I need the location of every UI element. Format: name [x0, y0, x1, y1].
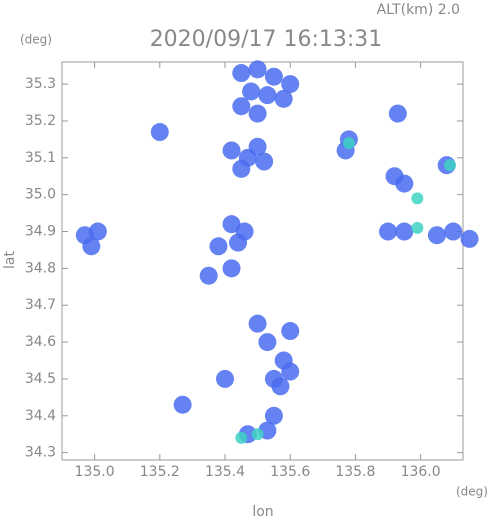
- radar-echo: [274, 89, 293, 108]
- radar-echo: [232, 97, 251, 116]
- y-unit: (deg): [20, 33, 52, 47]
- radar-echo: [216, 369, 235, 388]
- radar-echo: [443, 159, 456, 172]
- y-tick-label: 34.4: [25, 408, 56, 424]
- radar-echo: [88, 222, 107, 241]
- radar-echo: [281, 75, 300, 94]
- x-unit: (deg): [456, 485, 488, 499]
- x-tick-label: 135.0: [75, 464, 115, 480]
- radar-echo: [222, 259, 241, 278]
- radar-echo: [248, 137, 267, 156]
- radar-echo: [150, 123, 169, 142]
- radar-echo: [379, 222, 398, 241]
- radar-echo: [411, 221, 424, 234]
- radar-echo: [199, 266, 218, 285]
- y-tick-label: 35.1: [25, 150, 56, 166]
- radar-echo: [264, 67, 283, 86]
- x-tick-label: 135.8: [335, 464, 375, 480]
- x-tick-label: 135.2: [140, 464, 180, 480]
- radar-echo: [258, 86, 277, 105]
- radar-echo: [281, 322, 300, 341]
- y-tick-label: 34.9: [25, 224, 56, 240]
- y-tick-label: 35.0: [25, 187, 56, 203]
- radar-echo: [460, 229, 479, 248]
- radar-echo: [232, 64, 251, 83]
- y-axis-label: lat: [2, 251, 18, 269]
- radar-echo: [395, 222, 414, 241]
- radar-echo: [411, 192, 424, 205]
- radar-echo: [251, 428, 264, 441]
- radar-echo: [222, 215, 241, 234]
- radar-echo: [173, 395, 192, 414]
- radar-echo: [248, 314, 267, 333]
- y-tick-label: 34.7: [25, 297, 56, 313]
- chart-title: 2020/09/17 16:13:31: [150, 27, 383, 52]
- x-tick-label: 135.6: [270, 464, 310, 480]
- y-tick-label: 35.2: [25, 113, 56, 129]
- y-tick-label: 34.3: [25, 445, 56, 461]
- radar-echo: [342, 137, 355, 150]
- radar-echo: [248, 104, 267, 123]
- y-tick-label: 35.3: [25, 76, 56, 92]
- radar-echo: [222, 141, 241, 160]
- x-axis-label: lon: [252, 504, 273, 520]
- plot-frame: [61, 61, 464, 461]
- radar-echo: [209, 237, 228, 256]
- radar-echo: [242, 82, 261, 101]
- radar-echo: [388, 104, 407, 123]
- radar-echo: [395, 174, 414, 193]
- y-tick-label: 34.6: [25, 334, 56, 350]
- radar-echo: [258, 333, 277, 352]
- radar-echo: [444, 222, 463, 241]
- radar-echo: [427, 226, 446, 245]
- radar-echo: [264, 406, 283, 425]
- radar-echo: [232, 159, 251, 178]
- radar-echo: [235, 431, 248, 444]
- radar-echo: [82, 237, 101, 256]
- radar-echo: [274, 351, 293, 370]
- y-tick-label: 34.5: [25, 371, 56, 387]
- x-tick-label: 135.4: [205, 464, 245, 480]
- radar-echo: [248, 60, 267, 79]
- y-tick-label: 34.8: [25, 260, 56, 276]
- radar-echo: [229, 233, 248, 252]
- radar-echo: [271, 377, 290, 396]
- radar-echo: [255, 152, 274, 171]
- altitude-label: ALT(km) 2.0: [377, 2, 460, 18]
- x-tick-label: 136.0: [401, 464, 441, 480]
